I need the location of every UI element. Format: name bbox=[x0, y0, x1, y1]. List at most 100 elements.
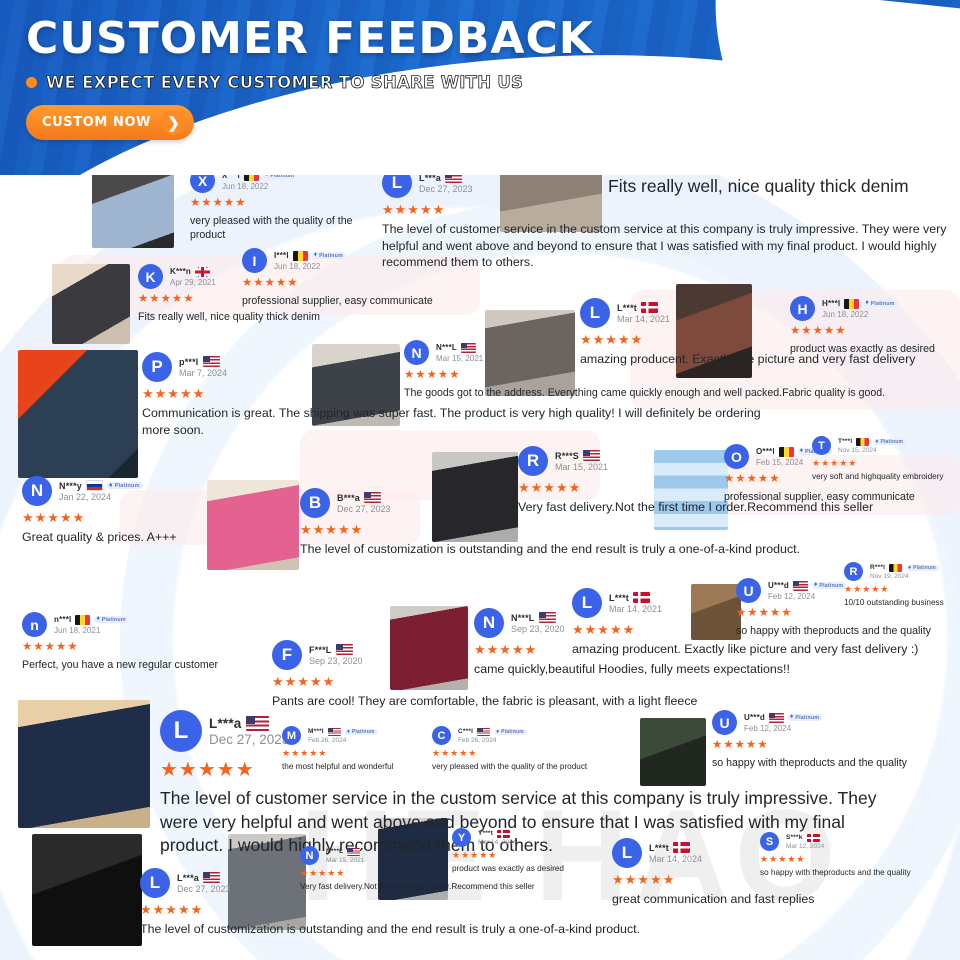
review-text: product was exactly as desired bbox=[452, 864, 564, 873]
review-text: great communication and fast replies bbox=[612, 892, 815, 906]
star-rating: ★★★★★ bbox=[760, 854, 806, 864]
review-text: The level of customization is outstandin… bbox=[140, 922, 641, 936]
review-card[interactable]: S S***k Mar 12, 2024 ★★★★★ so happy with t… bbox=[760, 832, 960, 878]
star-rating: ★★★★★ bbox=[572, 622, 636, 637]
avatar: C bbox=[432, 726, 451, 745]
reviewer-name: L***t bbox=[617, 302, 638, 313]
reviewer-name: H***l bbox=[822, 299, 841, 308]
review-date: Apr 29, 2021 bbox=[170, 277, 216, 287]
star-rating: ★★★★★ bbox=[138, 293, 195, 305]
review-date: Mar 7, 2024 bbox=[179, 368, 228, 378]
review-text: The level of customer service in the cus… bbox=[382, 222, 947, 270]
review-card[interactable]: L L***t Mar 14, 2021 ★★★★★ amazing produce… bbox=[572, 588, 960, 658]
review-card[interactable]: I I***l ♦ Platinum Jun 18, 2022 ★★★★★ profes… bbox=[242, 248, 462, 308]
reviewer-name: O***l bbox=[756, 447, 775, 456]
country-flag-icon bbox=[335, 644, 353, 655]
avatar: L bbox=[612, 838, 642, 868]
country-flag-icon bbox=[243, 170, 259, 181]
reviewer-name: B***a bbox=[337, 492, 361, 503]
gem-icon: ♦ bbox=[96, 615, 100, 623]
review-date: Jun 18, 2022 bbox=[274, 261, 321, 271]
review-card[interactable]: F F***L Sep 23, 2020 ★★★★★ Pants are cool!… bbox=[272, 640, 712, 710]
background-blob bbox=[60, 255, 480, 315]
review-card[interactable]: Y Y***t Mar 14, 2024 ★★★★★ product was exa… bbox=[452, 828, 682, 874]
review-text: Very fast delivery.Not the first time I … bbox=[518, 500, 874, 514]
review-card[interactable]: R R***S Mar 15, 2021 ★★★★★ Very fast deliv… bbox=[518, 446, 960, 516]
star-rating: ★★★★★ bbox=[724, 473, 781, 485]
review-card[interactable]: B B***a Dec 27, 2023 ★★★★★ The level of cu… bbox=[300, 488, 860, 558]
review-card[interactable]: U U***d ♦ Platinum Feb 12, 2024 ★★★★★ so hap… bbox=[736, 578, 960, 638]
star-rating: ★★★★★ bbox=[300, 868, 346, 878]
country-flag-icon bbox=[203, 872, 221, 883]
star-rating: ★★★★★ bbox=[518, 480, 582, 495]
review-card[interactable]: U U***d ♦ Platinum Feb 12, 2024 ★★★★★ so hap… bbox=[712, 710, 960, 770]
reviewer-name: L***t bbox=[649, 842, 670, 853]
review-card[interactable]: H H***l ♦ Platinum Jun 18, 2022 ★★★★★ produc… bbox=[790, 296, 960, 356]
review-card[interactable]: L L***a Dec 27, 2023 ★★★★★ The level of cu… bbox=[382, 168, 960, 271]
review-card[interactable]: L L***a Dec 27, 2023 ★★★★★ The level of cu… bbox=[140, 868, 680, 938]
status-badge: ♦Platinum bbox=[788, 714, 823, 721]
star-rating: ★★★★★ bbox=[404, 369, 461, 381]
review-date: Jan 22, 2024 bbox=[59, 492, 112, 502]
badge-label: Platinum bbox=[913, 564, 936, 571]
star-rating: ★★★★★ bbox=[736, 607, 793, 619]
review-text: the most helpful and wonderful bbox=[282, 762, 394, 771]
status-badge: ♦Platinum bbox=[107, 482, 143, 489]
review-card[interactable]: T T***l ♦ Platinum Nov 15, 2024 ★★★★★ very s… bbox=[812, 436, 960, 482]
reviewer-name: N***y bbox=[59, 480, 83, 491]
gem-icon: ♦ bbox=[496, 728, 500, 735]
review-date: Dec 27, 2023 bbox=[337, 504, 391, 514]
avatar: Y bbox=[452, 828, 471, 847]
country-flag-icon bbox=[347, 847, 361, 856]
custom-now-button[interactable]: CUSTOM NOW ❯ bbox=[26, 105, 195, 141]
star-rating: ★★★★★ bbox=[272, 674, 336, 689]
review-card[interactable]: N N***L Mar 15, 2021 ★★★★★ Very fast deliv… bbox=[300, 846, 600, 892]
review-date: Dec 27, 2023 bbox=[419, 184, 473, 194]
review-date: Jun 18, 2021 bbox=[54, 625, 101, 635]
review-text: Very fast delivery.Not the first time I … bbox=[300, 882, 535, 891]
review-card[interactable]: L L***t Mar 14, 2021 ★★★★★ amazing produce… bbox=[580, 298, 960, 368]
reviewer-name: L***t bbox=[609, 592, 630, 603]
country-flag-icon bbox=[778, 446, 794, 457]
review-card[interactable]: C C***l ♦ Platinum Feb 26, 2024 ★★★★★ very p… bbox=[432, 726, 642, 772]
review-card[interactable]: N N***L Mar 15, 2021 ★★★★★ The goods got t… bbox=[404, 340, 952, 400]
country-flag-icon bbox=[806, 833, 820, 842]
star-rating: ★★★★★ bbox=[452, 850, 498, 860]
status-badge: ♦Platinum bbox=[873, 438, 907, 445]
review-card[interactable]: R R***l ♦ Platinum Nov 19, 2024 ★★★★★ 10/10 … bbox=[844, 562, 960, 608]
gem-icon: ♦ bbox=[875, 438, 879, 445]
product-photo bbox=[691, 584, 741, 640]
reviewer-name: n***l bbox=[54, 615, 72, 624]
review-text: Fits really well, nice quality thick den… bbox=[608, 176, 909, 196]
review-card[interactable]: L L***t Mar 14, 2024 ★★★★★ great communica… bbox=[612, 838, 872, 908]
review-card[interactable]: N N***y ♦ Platinum Jan 22, 2024 ★★★★★ Great … bbox=[22, 476, 322, 546]
review-text: Great quality & prices. A+++ bbox=[22, 530, 177, 544]
avatar: B bbox=[300, 488, 330, 518]
review-date: Mar 14, 2024 bbox=[478, 838, 517, 846]
reviewer-name: p***l bbox=[179, 356, 199, 367]
review-card[interactable]: M M***l ♦ Platinum Feb 26, 2024 ★★★★★ the mo… bbox=[282, 726, 472, 772]
reviewer-name: R***l bbox=[870, 564, 886, 571]
country-flag-icon bbox=[461, 342, 477, 353]
product-photo bbox=[485, 310, 575, 396]
avatar: U bbox=[736, 578, 761, 603]
review-card[interactable]: n n***l ♦ Platinum Jun 18, 2021 ★★★★★ Perfec… bbox=[22, 612, 284, 672]
avatar: n bbox=[22, 612, 47, 637]
star-rating: ★★★★★ bbox=[432, 748, 478, 758]
star-rating: ★★★★★ bbox=[140, 902, 204, 917]
product-photo bbox=[390, 606, 468, 690]
country-flag-icon bbox=[793, 580, 809, 591]
review-date: Mar 15, 2021 bbox=[555, 462, 609, 472]
badge-label: Platinum bbox=[114, 482, 140, 489]
review-date: Feb 26, 2024 bbox=[308, 736, 347, 744]
avatar: T bbox=[812, 436, 831, 455]
review-card[interactable]: N N***L Sep 23, 2020 ★★★★★ came quickly,be… bbox=[474, 608, 894, 678]
country-flag-icon bbox=[497, 829, 511, 838]
status-badge: ♦Platinum bbox=[863, 300, 898, 307]
review-text: Communication is great. The shipping was… bbox=[142, 406, 761, 437]
